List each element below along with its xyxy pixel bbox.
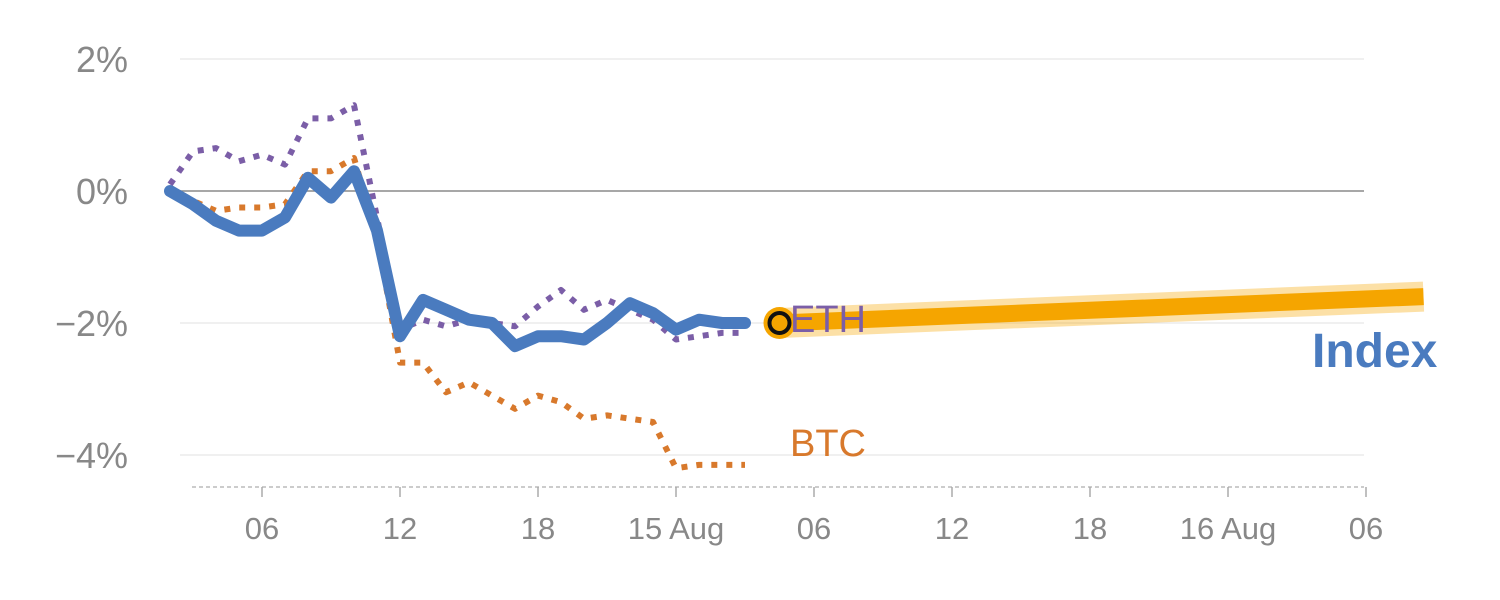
forecast-band bbox=[778, 281, 1425, 338]
current-value-marker bbox=[763, 307, 796, 339]
y-axis-ticks: 2% 0% −2% −4% bbox=[55, 39, 128, 476]
x-tick-label: 12 bbox=[383, 511, 417, 546]
x-tick-label: 12 bbox=[935, 511, 969, 546]
x-tick-label: 06 bbox=[797, 511, 831, 546]
y-tick-label: −2% bbox=[55, 303, 128, 344]
x-tick-label: 18 bbox=[1073, 511, 1107, 546]
x-tick-label: 15 Aug bbox=[628, 511, 725, 546]
x-tick-label: 06 bbox=[245, 511, 279, 546]
x-axis: 06 12 18 15 Aug 06 12 18 16 Aug 06 bbox=[192, 486, 1383, 546]
index-label: Index bbox=[1312, 325, 1438, 378]
series-eth-line bbox=[167, 102, 745, 343]
x-tick-label: 06 bbox=[1349, 511, 1383, 546]
series-lines bbox=[164, 102, 751, 472]
x-tick-label: 16 Aug bbox=[1180, 511, 1277, 546]
grid-lines bbox=[180, 58, 1364, 456]
series-index-line bbox=[164, 165, 751, 353]
forecast-line bbox=[779, 288, 1424, 332]
eth-label: ETH bbox=[790, 299, 866, 341]
y-tick-label: 2% bbox=[76, 39, 128, 80]
btc-label: BTC bbox=[790, 423, 866, 465]
x-tick-label: 18 bbox=[521, 511, 555, 546]
y-tick-label: 0% bbox=[76, 171, 128, 212]
y-tick-label: −4% bbox=[55, 435, 128, 476]
current-point-inner bbox=[767, 311, 792, 335]
